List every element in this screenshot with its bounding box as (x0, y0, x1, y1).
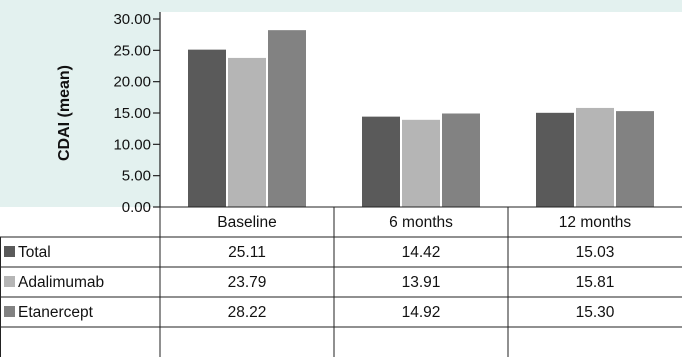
data-value-cell: 13.91 (402, 274, 441, 291)
category-label: 12 months (559, 214, 632, 231)
data-value-cell: 15.03 (576, 244, 615, 261)
bar-adalimumab-baseline (228, 57, 266, 207)
bar-total-12-months (536, 112, 574, 207)
y-tick-label: 30.00 (113, 11, 151, 28)
legend-swatch-adalimumab (4, 276, 15, 287)
y-tick-label: 20.00 (113, 74, 151, 91)
bar-total-6-months (362, 116, 400, 207)
data-value-cell: 14.92 (402, 304, 441, 321)
legend-label-total: Total (18, 244, 51, 261)
bars-layer (188, 30, 654, 208)
bar-adalimumab-6-months (402, 119, 440, 207)
category-label: 6 months (389, 214, 453, 231)
y-tick-label: 10.00 (113, 136, 151, 153)
table-background (0, 207, 682, 357)
data-value-cell: 15.81 (576, 274, 615, 291)
legend-swatch-etanercept (4, 306, 15, 317)
legend-label-etanercept: Etanercept (18, 304, 94, 321)
data-value-cell: 23.79 (228, 274, 267, 291)
y-tick-label: 5.00 (122, 168, 151, 185)
y-axis-title: CDAI (mean) (56, 65, 73, 161)
data-table: Baseline 6 months 12 months Total 25.11 14.42… (4, 214, 631, 321)
bar-etanercept-6-months (442, 113, 480, 207)
data-value-cell: 25.11 (228, 244, 266, 261)
y-tick-label: 25.00 (113, 42, 151, 59)
y-tick-label: 15.00 (113, 105, 151, 122)
bar-adalimumab-12-months (576, 107, 614, 207)
legend-label-adalimumab: Adalimumab (18, 274, 104, 291)
table-grid-lines (0, 206, 682, 357)
bar-etanercept-12-months (616, 111, 654, 207)
bar-etanercept-baseline (268, 30, 306, 208)
data-value-cell: 14.42 (402, 244, 441, 261)
data-value-cell: 15.30 (576, 304, 615, 321)
legend-swatch-total (4, 246, 15, 257)
data-value-cell: 28.22 (228, 304, 267, 321)
y-tick-label: 0.00 (122, 199, 151, 216)
category-label: Baseline (217, 214, 276, 231)
y-axis-ticks: 30.00 25.00 20.00 15.00 10.00 5.00 0.00 (113, 11, 161, 216)
bar-total-baseline (188, 49, 226, 208)
